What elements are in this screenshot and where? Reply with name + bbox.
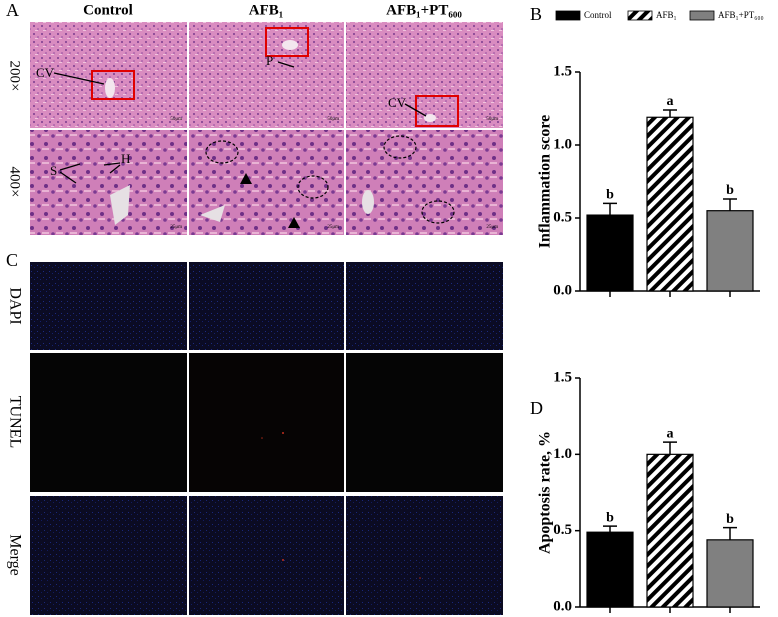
- annotation: S: [50, 163, 57, 178]
- scale-bar: 25μm: [327, 225, 339, 230]
- bar: [706, 539, 754, 608]
- column-header: AFB₁+PT₆₀₀: [386, 2, 462, 18]
- annotation: CV: [388, 95, 407, 110]
- significance-letter: a: [667, 94, 674, 109]
- panel-label: C: [6, 250, 18, 270]
- legend-swatch: [627, 10, 653, 21]
- legend-label: Control: [584, 10, 612, 20]
- y-tick-label: 1.0: [553, 136, 572, 152]
- legend-swatch: [689, 10, 715, 21]
- triangles: [240, 173, 300, 228]
- row-label: Merge: [6, 534, 23, 575]
- legend-swatch: [555, 10, 581, 21]
- scale-bar: 25μm: [170, 225, 182, 230]
- bar: [646, 116, 694, 292]
- scale-bar: 25μm: [486, 225, 498, 230]
- column-header: AFB₁: [249, 2, 284, 18]
- arrows: [53, 61, 427, 184]
- dashed-circles: [205, 135, 455, 224]
- column-header: Control: [83, 2, 133, 18]
- significance-letter: b: [726, 512, 734, 527]
- error-bar: [723, 526, 737, 540]
- y-tick-label: 1.5: [553, 369, 572, 385]
- row-label: 200×: [7, 61, 23, 92]
- y-axis-label: Apoptosis rate, %: [537, 431, 554, 554]
- y-tick-label: 1.5: [553, 63, 572, 79]
- row-label: DAPI: [6, 287, 23, 324]
- fluorescence-images: [30, 262, 503, 615]
- error-bar: [723, 198, 737, 211]
- error-bar: [603, 202, 617, 216]
- error-bar: [663, 109, 677, 118]
- significance-letter: b: [726, 183, 734, 198]
- significance-letter: a: [667, 426, 674, 441]
- panel-label: B: [530, 4, 542, 24]
- panel-label: D: [530, 398, 543, 418]
- row-label: TUNEL: [6, 396, 23, 448]
- y-axis-label: Inflammation score: [537, 115, 554, 248]
- bar: [586, 531, 634, 608]
- scale-bars: 50μm 50μm 50μm 25μm 25μm 25μm: [170, 117, 498, 230]
- y-tick-label: 0.5: [553, 522, 572, 538]
- bar: [706, 210, 754, 292]
- y-tick-label: 0.0: [553, 598, 572, 614]
- scale-bar: 50μm: [327, 117, 339, 122]
- annotation: P: [266, 53, 273, 68]
- legend-label: AFB₁+PT₆₀₀: [718, 10, 764, 20]
- annotation: H: [121, 151, 130, 166]
- significance-letter: b: [606, 510, 614, 525]
- bar: [586, 214, 634, 292]
- scale-bar: 50μm: [486, 117, 498, 122]
- error-bar: [603, 525, 617, 533]
- scale-bar: 50μm: [170, 117, 182, 122]
- y-tick-label: 0.5: [553, 209, 572, 225]
- legend-label: AFB₁: [656, 10, 677, 20]
- histology-images: [30, 22, 503, 235]
- y-tick-label: 1.0: [553, 446, 572, 462]
- bar: [646, 453, 694, 608]
- significance-letter: b: [606, 188, 614, 203]
- panel-label: A: [6, 0, 19, 20]
- row-label: 400×: [7, 167, 23, 198]
- error-bar: [663, 441, 677, 455]
- annotation: CV: [36, 65, 55, 80]
- y-tick-label: 0.0: [553, 282, 572, 298]
